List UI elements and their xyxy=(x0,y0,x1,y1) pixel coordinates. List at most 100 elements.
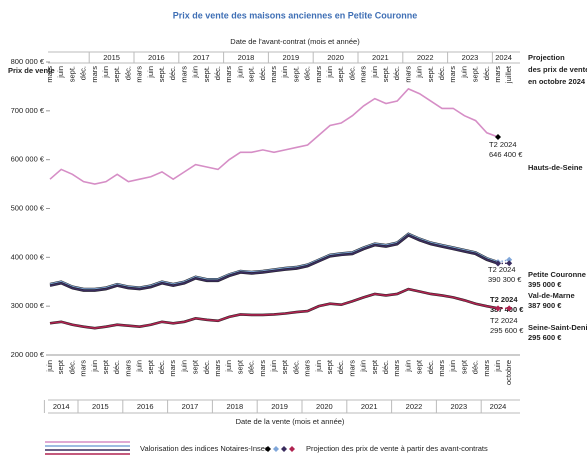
top-tick-label: mars xyxy=(403,66,412,83)
x-tick-label: déc. xyxy=(426,360,435,374)
x-tick-label: sept xyxy=(325,359,334,374)
point-label: T2 2024 xyxy=(490,316,518,325)
top-tick-label: sept. xyxy=(67,66,76,82)
x-axis-title: Date de la vente (mois et année) xyxy=(236,417,345,426)
top-tick-label: sept. xyxy=(336,66,345,82)
top-tick-label: juillet xyxy=(504,65,513,84)
series-line xyxy=(49,234,499,292)
series-name: Petite Couronne xyxy=(528,270,586,279)
top-tick-label: juin xyxy=(325,66,334,79)
point-label: 646 400 € xyxy=(489,150,523,159)
x-tick-label: sept xyxy=(56,359,65,374)
x-tick-label: mars xyxy=(168,360,177,377)
series-name: Seine-Saint-Denis xyxy=(528,323,587,332)
top-tick-label: juin xyxy=(415,66,424,79)
x-tick-label: juin xyxy=(403,360,412,373)
x-tick-label: mars xyxy=(258,360,267,377)
series-line xyxy=(49,87,499,185)
x-tick-label: déc. xyxy=(67,360,76,374)
x-tick-label: juin xyxy=(224,360,233,373)
top-tick-label: déc. xyxy=(437,66,446,80)
top-tick-label: mars xyxy=(269,66,278,83)
top-tick-label: déc. xyxy=(79,66,88,80)
y-tick-label: 200 000 € xyxy=(11,350,45,359)
top-tick-label: sept. xyxy=(112,66,121,82)
x-tick-label: juin xyxy=(314,360,323,373)
x-tick-label: déc. xyxy=(471,360,480,374)
legend-marker xyxy=(265,446,271,452)
top-tick-label: mars xyxy=(45,66,54,83)
year-label: 2019 xyxy=(271,402,288,411)
x-tick-label: mars xyxy=(347,360,356,377)
x-tick-label: mars xyxy=(123,360,132,377)
x-tick-label: mars xyxy=(437,360,446,377)
top-tick-label: juin xyxy=(146,66,155,79)
top-tick-label: déc. xyxy=(347,66,356,80)
y-tick-label: 400 000 € xyxy=(11,252,45,261)
x-tick-label: sept xyxy=(146,359,155,374)
x-tick-label: sept xyxy=(235,359,244,374)
top-tick-label: mars xyxy=(448,66,457,83)
top-tick-label: juin xyxy=(235,66,244,79)
top-tick-label: juin xyxy=(370,66,379,79)
top-tick-label: juin xyxy=(101,66,110,79)
top-tick-label: mars xyxy=(224,66,233,83)
year-label: 2014 xyxy=(53,402,70,411)
y-tick-label: 500 000 € xyxy=(11,203,45,212)
top-tick-label: déc. xyxy=(303,66,312,80)
year-label: 2024 xyxy=(495,53,512,62)
projection-marker xyxy=(506,256,513,263)
top-tick-label: mars xyxy=(493,66,502,83)
year-label: 2020 xyxy=(316,402,333,411)
projection-title: Projection xyxy=(528,53,565,62)
year-label: 2017 xyxy=(193,53,210,62)
year-label: 2024 xyxy=(490,402,507,411)
top-tick-label: juin xyxy=(459,66,468,79)
year-label: 2022 xyxy=(417,53,434,62)
x-tick-label: mars xyxy=(303,360,312,377)
year-label: 2016 xyxy=(137,402,154,411)
year-label: 2023 xyxy=(450,402,467,411)
x-tick-label: sept xyxy=(191,359,200,374)
top-tick-label: sept. xyxy=(247,66,256,82)
legend-marker xyxy=(281,446,287,452)
y-tick-label: 800 000 € xyxy=(11,57,45,66)
x-tick-label: sept xyxy=(415,359,424,374)
series-line xyxy=(49,288,499,329)
x-tick-label: juin xyxy=(45,360,54,373)
year-label: 2015 xyxy=(103,53,120,62)
year-label: 2020 xyxy=(327,53,344,62)
x-tick-label: déc. xyxy=(336,360,345,374)
top-tick-label: sept. xyxy=(426,66,435,82)
x-tick-label: juin xyxy=(359,360,368,373)
series-name: Val-de-Marne xyxy=(528,291,575,300)
x-tick-label: sept xyxy=(280,359,289,374)
projection-marker xyxy=(506,260,513,267)
x-tick-label: déc. xyxy=(247,360,256,374)
projection-title: des prix de vente xyxy=(528,65,587,74)
legend-marker xyxy=(273,446,279,452)
top-tick-label: sept. xyxy=(202,66,211,82)
top-tick-label: déc. xyxy=(213,66,222,80)
x-tick-label: sept xyxy=(459,359,468,374)
top-tick-label: juin xyxy=(280,66,289,79)
x-tick-label: mars xyxy=(79,360,88,377)
x-tick-label: juin xyxy=(448,360,457,373)
year-label: 2019 xyxy=(282,53,299,62)
top-tick-label: déc. xyxy=(168,66,177,80)
point-label: T2 2024 xyxy=(488,265,516,274)
x-tick-label: déc. xyxy=(291,360,300,374)
x-tick-label: mars xyxy=(482,360,491,377)
point-label: 390 300 € xyxy=(488,275,522,284)
year-label: 2021 xyxy=(361,402,378,411)
projection-marker xyxy=(495,134,501,141)
top-tick-label: mars xyxy=(314,66,323,83)
top-tick-label: sept. xyxy=(291,66,300,82)
x-tick-label: sept xyxy=(101,359,110,374)
projection-value: 395 000 € xyxy=(528,280,562,289)
x-tick-label: mars xyxy=(392,360,401,377)
top-tick-label: mars xyxy=(359,66,368,83)
year-label: 2021 xyxy=(372,53,389,62)
x-tick-label: sept xyxy=(370,359,379,374)
top-tick-label: déc. xyxy=(123,66,132,80)
